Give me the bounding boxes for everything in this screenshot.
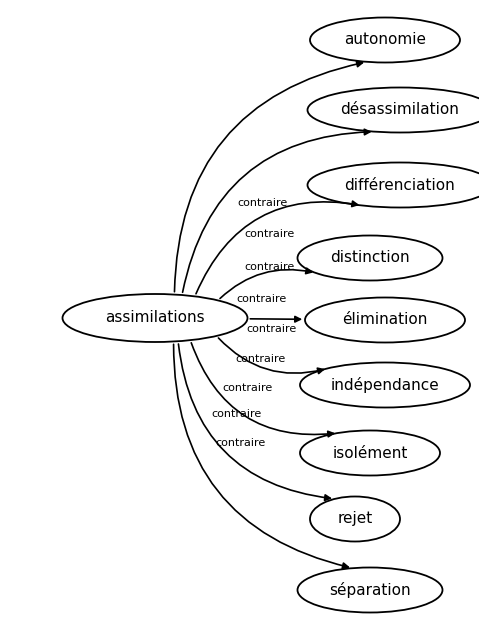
FancyArrowPatch shape: [250, 316, 300, 322]
FancyArrowPatch shape: [173, 344, 348, 568]
FancyArrowPatch shape: [191, 343, 333, 437]
FancyArrowPatch shape: [196, 201, 358, 294]
FancyArrowPatch shape: [182, 130, 370, 292]
Text: contraire: contraire: [244, 229, 295, 239]
Text: désassimilation: désassimilation: [341, 102, 459, 117]
Text: contraire: contraire: [245, 262, 295, 272]
Text: contraire: contraire: [212, 410, 262, 420]
FancyArrowPatch shape: [174, 61, 363, 291]
Text: contraire: contraire: [235, 354, 285, 364]
Text: contraire: contraire: [238, 198, 288, 208]
Text: élimination: élimination: [342, 312, 428, 328]
Text: autonomie: autonomie: [344, 32, 426, 48]
Text: distinction: distinction: [330, 250, 410, 265]
Text: contraire: contraire: [216, 438, 266, 448]
FancyArrowPatch shape: [218, 338, 323, 373]
Text: différenciation: différenciation: [344, 178, 456, 192]
Text: assimilations: assimilations: [105, 311, 205, 326]
FancyArrowPatch shape: [220, 268, 311, 298]
Text: rejet: rejet: [337, 512, 373, 526]
Text: indépendance: indépendance: [331, 377, 439, 393]
Text: contraire: contraire: [237, 293, 287, 304]
Text: isolément: isolément: [332, 446, 408, 460]
Text: contraire: contraire: [246, 324, 297, 334]
Text: séparation: séparation: [329, 582, 411, 598]
FancyArrowPatch shape: [179, 344, 331, 500]
Text: contraire: contraire: [222, 383, 272, 392]
